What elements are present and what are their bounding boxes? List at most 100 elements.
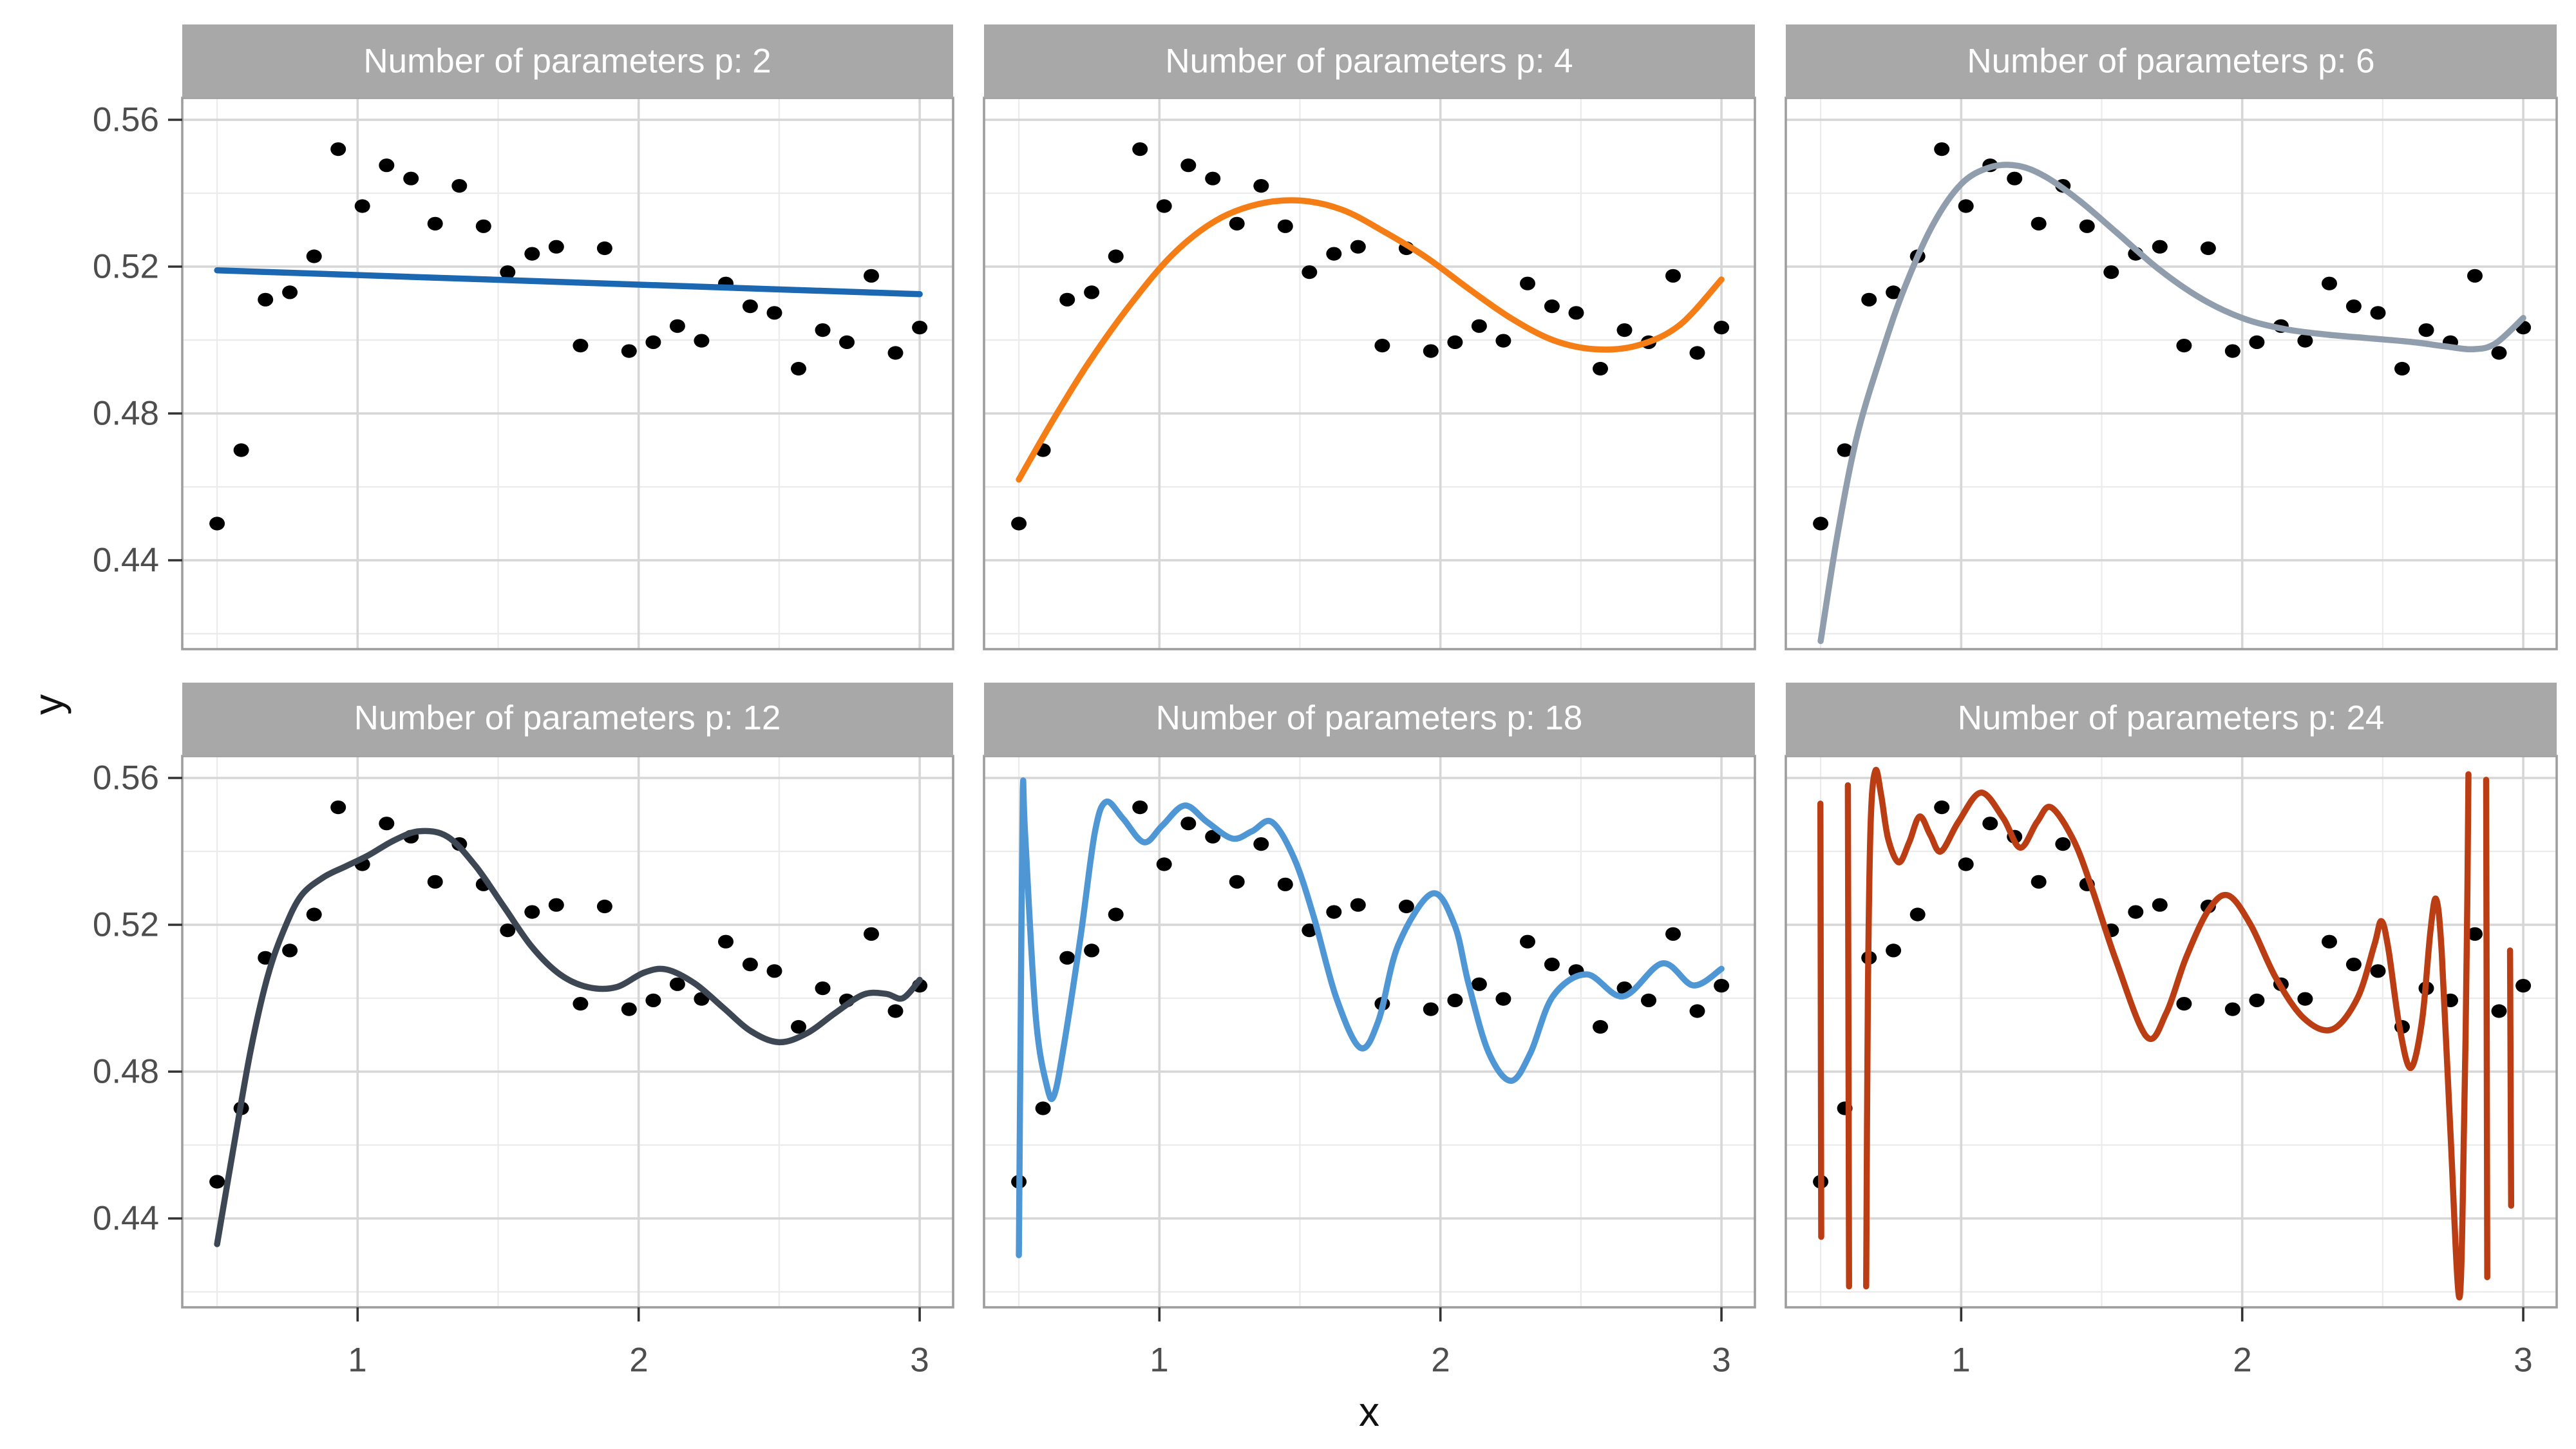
data-point: [1934, 142, 1950, 156]
data-point: [815, 981, 831, 996]
y-tick-label: 0.52: [93, 906, 159, 944]
data-point: [1205, 829, 1221, 844]
data-point: [379, 817, 395, 831]
data-point: [1544, 299, 1560, 314]
data-point: [2345, 958, 2362, 972]
data-point: [1423, 344, 1439, 358]
x-tick-label: 1: [1150, 1341, 1168, 1379]
data-point: [500, 265, 516, 279]
data-point: [2515, 979, 2532, 993]
data-point: [1035, 1101, 1051, 1115]
data-point: [596, 899, 612, 914]
data-point: [1861, 292, 1877, 307]
y-tick-label: 0.52: [93, 248, 159, 286]
data-point: [1471, 319, 1487, 333]
data-point: [1958, 857, 1974, 871]
data-point: [2152, 898, 2168, 912]
y-tick-label: 0.44: [93, 542, 159, 580]
data-point: [742, 299, 758, 314]
data-point: [1059, 951, 1075, 965]
data-point: [815, 323, 831, 337]
x-tick-label: 3: [910, 1341, 929, 1379]
facet-strip-bg: [1786, 683, 2557, 756]
data-point: [1520, 934, 1535, 949]
data-point: [2370, 306, 2386, 320]
data-point: [1934, 800, 1950, 815]
data-point: [330, 142, 346, 156]
data-point: [2322, 934, 2337, 949]
data-point: [1253, 179, 1269, 193]
data-point: [1520, 276, 1535, 290]
data-point: [2297, 992, 2313, 1006]
data-point: [306, 907, 322, 922]
data-point: [1277, 877, 1293, 891]
data-point: [1132, 800, 1148, 815]
data-point: [1813, 516, 1829, 531]
data-point: [864, 927, 879, 941]
fit-curve-p18: [1016, 777, 1725, 1258]
data-point: [306, 249, 322, 263]
data-point: [500, 923, 516, 938]
fit-curve-p6: [1817, 162, 2526, 645]
data-point: [427, 216, 443, 231]
data-point: [1689, 346, 1705, 360]
data-point: [1447, 993, 1463, 1007]
data-point: [1350, 898, 1366, 912]
data-point: [1495, 992, 1511, 1006]
data-point: [2176, 339, 2192, 353]
data-point: [1616, 323, 1633, 337]
data-point: [1447, 335, 1463, 350]
data-point: [354, 199, 370, 213]
data-point: [379, 158, 395, 173]
facet-strip-bg: [182, 24, 953, 98]
data-point: [1837, 443, 1853, 457]
data-point: [1982, 817, 1998, 831]
panel-border: [1785, 97, 2558, 650]
data-point: [839, 335, 855, 350]
data-point: [2322, 276, 2337, 290]
data-point: [2152, 240, 2168, 254]
data-point: [1374, 339, 1390, 353]
data-point: [1909, 907, 1926, 922]
data-point: [1641, 993, 1656, 1007]
data-point: [2176, 997, 2192, 1011]
data-point: [2031, 875, 2047, 889]
facet-strip-bg: [182, 683, 953, 756]
data-point: [282, 285, 298, 299]
data-point: [1398, 899, 1414, 914]
data-point: [2031, 216, 2047, 231]
data-point: [282, 943, 298, 958]
data-point: [645, 993, 661, 1007]
y-tick-label: 0.48: [93, 1053, 159, 1091]
data-point: [1277, 219, 1293, 233]
fit-curve-p2: [214, 267, 923, 298]
data-point: [2297, 334, 2313, 348]
data-point: [1423, 1002, 1439, 1016]
data-point: [669, 319, 685, 333]
fit-curve-p24: [1844, 782, 1852, 1290]
data-point: [2249, 993, 2265, 1007]
panels-graphics-layer: [168, 24, 2558, 1321]
x-tick-label: 2: [629, 1341, 648, 1379]
data-point: [1180, 817, 1197, 831]
data-point: [1084, 285, 1100, 299]
x-tick-label: 2: [1431, 1341, 1450, 1379]
facet-strip-bg: [984, 24, 1755, 98]
data-point: [669, 977, 685, 991]
fit-curve-p12: [214, 828, 923, 1247]
data-point: [1253, 837, 1269, 851]
data-point: [1544, 958, 1560, 972]
data-point: [742, 958, 758, 972]
data-point: [621, 1002, 637, 1016]
facet-strip-label-p4: Number of parameters p: 4: [1165, 43, 1573, 80]
data-point: [912, 321, 928, 335]
data-point: [1350, 240, 1366, 254]
data-point: [2491, 1004, 2507, 1018]
data-point: [2370, 964, 2386, 978]
data-point: [1302, 265, 1318, 279]
data-point: [1495, 334, 1511, 348]
panel-border: [983, 97, 1756, 650]
data-point: [2128, 905, 2144, 919]
data-point: [766, 964, 782, 978]
